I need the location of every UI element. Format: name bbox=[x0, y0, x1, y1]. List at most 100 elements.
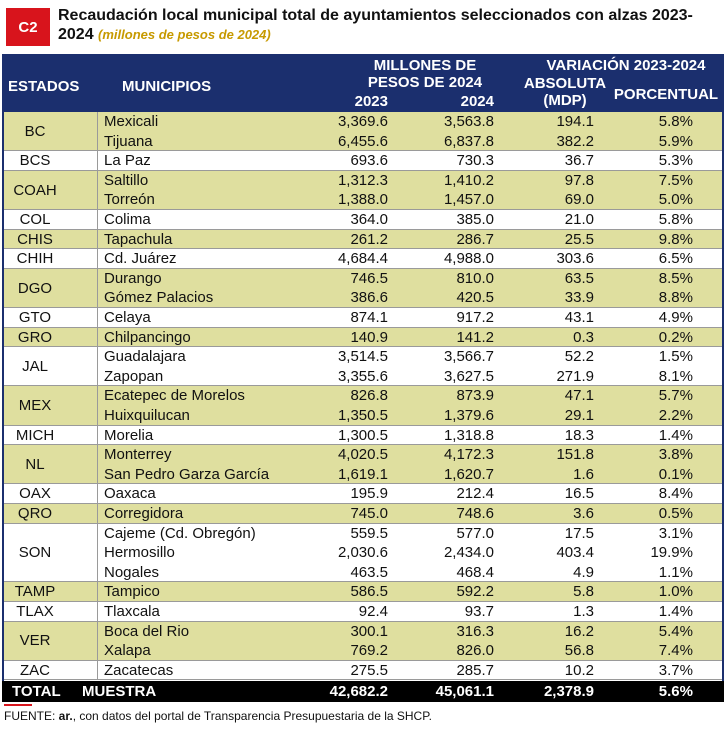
column-divider bbox=[97, 523, 98, 583]
value-2023: 4,020.5 bbox=[337, 446, 388, 464]
value-2023: 559.5 bbox=[350, 524, 388, 542]
municipality: Hermosillo bbox=[104, 544, 175, 562]
municipality: Gómez Palacios bbox=[104, 289, 214, 307]
column-divider bbox=[97, 621, 98, 661]
column-divider bbox=[97, 602, 98, 622]
state: COL bbox=[19, 211, 51, 228]
state: TLAX bbox=[16, 603, 54, 620]
absolute-change: 16.2 bbox=[564, 622, 594, 640]
municipality: Tijuana bbox=[104, 132, 153, 150]
percent-change: 5.0% bbox=[658, 191, 693, 209]
value-2023: 3,369.6 bbox=[337, 113, 388, 130]
value-2024: 468.4 bbox=[456, 563, 494, 581]
municipality: San Pedro Garza García bbox=[104, 465, 270, 483]
value-2024: 286.7 bbox=[456, 230, 494, 248]
subtitle: (millones de pesos de 2024) bbox=[98, 27, 271, 42]
municipality: Xalapa bbox=[104, 642, 151, 660]
value-2023: 3,355.6 bbox=[337, 367, 388, 385]
header-absolute: ABSOLUTA (MDP) bbox=[523, 75, 607, 109]
state: GRO bbox=[17, 328, 53, 346]
header-group2: VARIACIÓN 2023-2024 bbox=[546, 57, 706, 74]
value-2024: 3,627.5 bbox=[443, 367, 494, 385]
footer-text: , con datos del portal de Transparencia … bbox=[72, 709, 433, 723]
group-band bbox=[4, 151, 722, 171]
value-2024: 873.9 bbox=[456, 387, 494, 405]
municipality: Chilpancingo bbox=[104, 328, 191, 346]
state: CHIH bbox=[16, 250, 54, 268]
column-divider bbox=[97, 249, 98, 269]
value-2023: 300.1 bbox=[350, 622, 388, 640]
absolute-change: 17.5 bbox=[564, 524, 594, 542]
value-2023: 1,300.5 bbox=[337, 426, 388, 444]
value-2023: 746.5 bbox=[350, 269, 388, 287]
percent-change: 0.5% bbox=[658, 505, 693, 522]
value-2024: 6,837.8 bbox=[443, 132, 494, 150]
absolute-change: 3.6 bbox=[573, 505, 594, 522]
absolute-change: 1.3 bbox=[573, 603, 594, 620]
state: COAH bbox=[13, 181, 57, 199]
value-2024: 212.4 bbox=[456, 485, 494, 503]
group-band bbox=[4, 621, 722, 661]
value-2024: 4,988.0 bbox=[443, 250, 494, 268]
column-divider bbox=[97, 308, 98, 328]
state: BCS bbox=[19, 152, 51, 170]
municipality: Mexicali bbox=[104, 113, 159, 130]
municipality: Colima bbox=[104, 211, 151, 228]
group-band bbox=[4, 268, 722, 308]
absolute-change: 403.4 bbox=[556, 544, 594, 562]
value-2024: 4,172.3 bbox=[443, 446, 494, 464]
absolute-change: 271.9 bbox=[556, 367, 594, 385]
absolute-change: 25.5 bbox=[564, 230, 594, 248]
state: OAX bbox=[19, 485, 51, 503]
state: NL bbox=[25, 456, 45, 473]
total-value-2024: 45,061.1 bbox=[435, 683, 494, 700]
total-absolute-change: 2,378.9 bbox=[543, 683, 594, 700]
column-divider bbox=[97, 582, 98, 602]
total-percent-change: 5.6% bbox=[658, 683, 693, 700]
municipality: Monterrey bbox=[104, 446, 172, 464]
value-2024: 577.0 bbox=[456, 524, 494, 542]
badge: C2 bbox=[6, 8, 50, 46]
absolute-change: 194.1 bbox=[556, 113, 594, 130]
frame bbox=[2, 54, 724, 702]
state: ZAC bbox=[20, 661, 50, 679]
value-2023: 1,619.1 bbox=[337, 465, 388, 483]
title: Recaudación local municipal total de ayu… bbox=[58, 6, 718, 44]
footer: FUENTE: ar., con datos del portal de Tra… bbox=[4, 709, 432, 723]
value-2023: 693.6 bbox=[350, 152, 388, 170]
state: QRO bbox=[17, 505, 53, 522]
state: SON bbox=[18, 544, 52, 562]
value-2024: 93.7 bbox=[464, 603, 494, 620]
group-band bbox=[4, 112, 722, 152]
percent-change: 19.9% bbox=[650, 544, 693, 562]
absolute-change: 16.5 bbox=[564, 485, 594, 503]
group-band bbox=[4, 308, 722, 328]
value-2023: 1,388.0 bbox=[337, 191, 388, 209]
municipality: Cajeme (Cd. Obregón) bbox=[104, 524, 256, 542]
title-text: Recaudación local municipal total de ayu… bbox=[58, 7, 693, 43]
value-2023: 195.9 bbox=[350, 485, 388, 503]
column-header bbox=[2, 54, 724, 112]
value-2024: 3,563.8 bbox=[443, 113, 494, 130]
absolute-change: 303.6 bbox=[556, 250, 594, 268]
municipality: Morelia bbox=[104, 426, 154, 444]
municipality: Saltillo bbox=[104, 171, 149, 189]
municipality: Ecatepec de Morelos bbox=[104, 387, 245, 405]
value-2024: 1,379.6 bbox=[443, 407, 494, 424]
state: VER bbox=[19, 632, 51, 650]
percent-change: 1.4% bbox=[658, 603, 693, 620]
column-divider bbox=[97, 327, 98, 348]
value-2024: 810.0 bbox=[456, 269, 494, 287]
state: MEX bbox=[18, 397, 52, 415]
absolute-change: 43.1 bbox=[564, 309, 594, 326]
value-2023: 6,455.6 bbox=[337, 132, 388, 150]
column-divider bbox=[97, 151, 98, 171]
percent-change: 3.1% bbox=[658, 524, 693, 542]
total-label: TOTAL bbox=[12, 683, 61, 700]
column-divider bbox=[97, 170, 98, 210]
absolute-change: 382.2 bbox=[556, 132, 594, 150]
municipality: Cd. Juárez bbox=[104, 250, 177, 268]
percent-change: 4.9% bbox=[658, 309, 693, 326]
total-row: TOTAL MUESTRA 42,682.2 45,061.1 2,378.9 5.6% bbox=[2, 681, 724, 702]
value-2024: 420.5 bbox=[456, 289, 494, 307]
